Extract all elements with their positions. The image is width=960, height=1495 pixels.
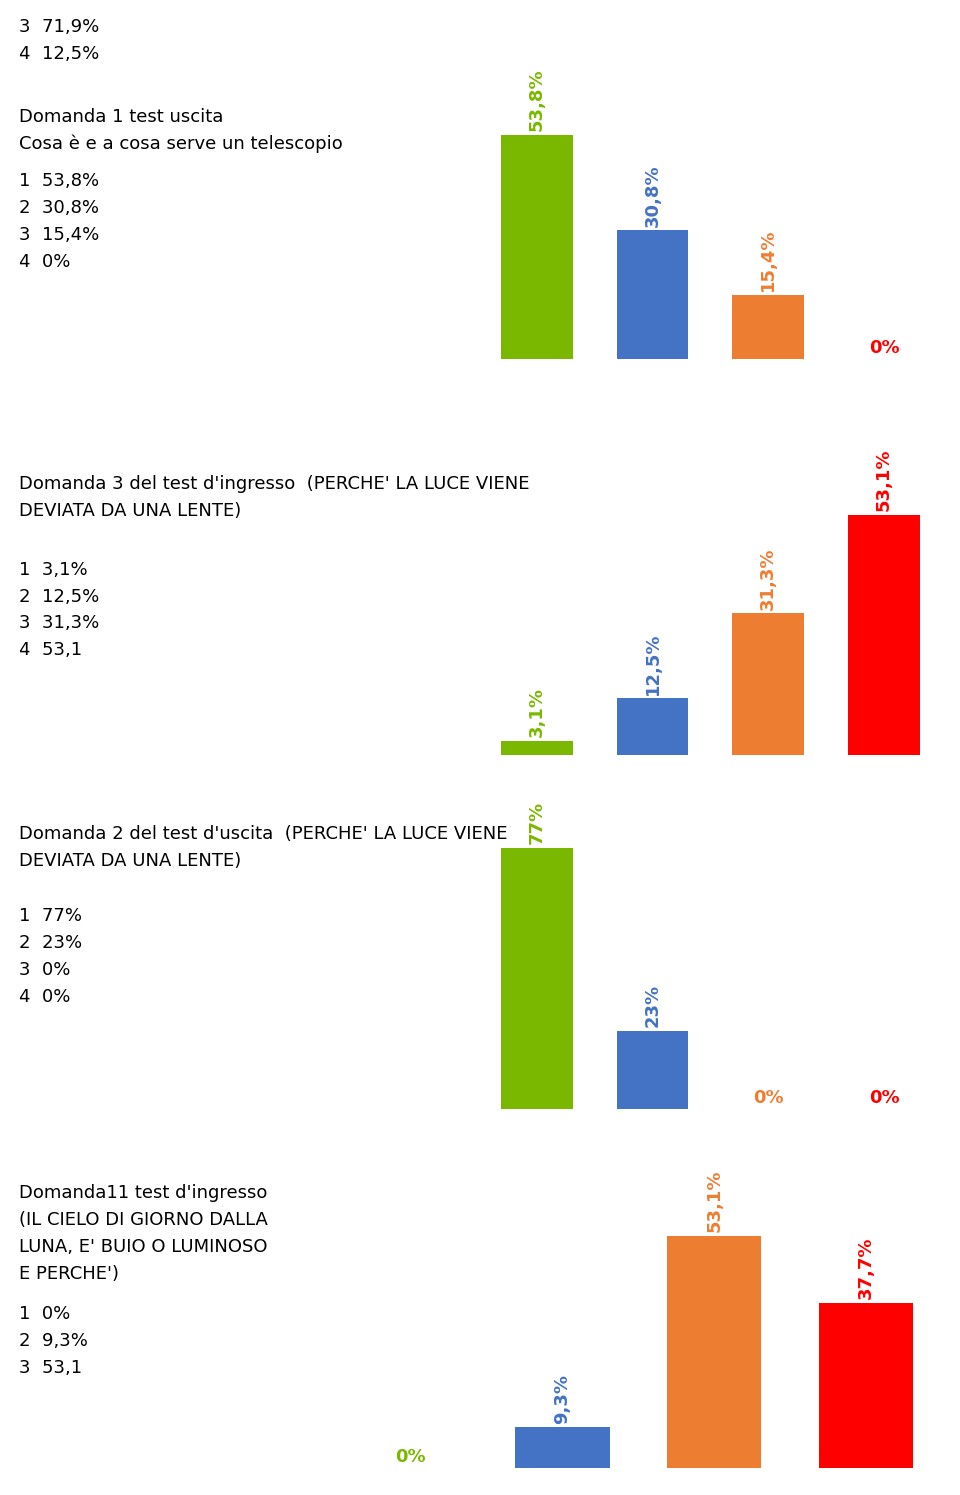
Text: 53,8%: 53,8% [528, 69, 546, 132]
Text: 3  53,1: 3 53,1 [19, 1359, 83, 1377]
Text: 1  77%: 1 77% [19, 907, 83, 925]
Bar [819, 1304, 913, 1468]
Text: 15,4%: 15,4% [759, 229, 778, 292]
Text: E PERCHE'): E PERCHE') [19, 1265, 119, 1283]
Text: 1  0%: 1 0% [19, 1305, 70, 1323]
Text: Cosa è e a cosa serve un telescopio: Cosa è e a cosa serve un telescopio [19, 135, 343, 152]
Text: Domanda 1 test uscita: Domanda 1 test uscita [19, 108, 224, 126]
Text: Domanda 2 del test d'uscita  (PERCHE' LA LUCE VIENE: Domanda 2 del test d'uscita (PERCHE' LA … [19, 825, 508, 843]
Text: DEVIATA DA UNA LENTE): DEVIATA DA UNA LENTE) [19, 502, 242, 520]
Text: 53,1%: 53,1% [875, 448, 893, 511]
Text: 9,3%: 9,3% [554, 1374, 571, 1423]
Text: 1  3,1%: 1 3,1% [19, 561, 87, 579]
Text: 30,8%: 30,8% [643, 164, 661, 227]
Text: 3  15,4%: 3 15,4% [19, 226, 100, 244]
Text: (IL CIELO DI GIORNO DALLA: (IL CIELO DI GIORNO DALLA [19, 1211, 268, 1229]
Text: 3  31,3%: 3 31,3% [19, 614, 100, 632]
Text: 4  0%: 4 0% [19, 988, 71, 1006]
Bar [616, 1032, 688, 1109]
Text: 53,1%: 53,1% [706, 1169, 723, 1232]
Text: 12,5%: 12,5% [643, 632, 661, 695]
Text: 0%: 0% [869, 1088, 900, 1106]
Text: Domanda 3 del test d'ingresso  (PERCHE' LA LUCE VIENE: Domanda 3 del test d'ingresso (PERCHE' L… [19, 475, 530, 493]
Bar [732, 613, 804, 755]
Text: Domanda11 test d'ingresso: Domanda11 test d'ingresso [19, 1184, 268, 1202]
Text: LUNA, E' BUIO O LUMINOSO: LUNA, E' BUIO O LUMINOSO [19, 1238, 268, 1256]
Text: 0%: 0% [396, 1447, 426, 1465]
Text: 2  9,3%: 2 9,3% [19, 1332, 88, 1350]
Text: 3  0%: 3 0% [19, 961, 71, 979]
Text: 2  30,8%: 2 30,8% [19, 199, 99, 217]
Text: 4  12,5%: 4 12,5% [19, 45, 100, 63]
Text: 77%: 77% [528, 801, 546, 843]
Text: 23%: 23% [643, 984, 661, 1027]
Text: 2  12,5%: 2 12,5% [19, 588, 100, 605]
Text: 2  23%: 2 23% [19, 934, 83, 952]
Text: 3  71,9%: 3 71,9% [19, 18, 100, 36]
Text: 1  53,8%: 1 53,8% [19, 172, 99, 190]
Text: 4  53,1: 4 53,1 [19, 641, 83, 659]
Text: 0%: 0% [869, 338, 900, 356]
Bar [501, 135, 573, 359]
Bar [848, 514, 920, 755]
Bar [501, 848, 573, 1109]
Bar [516, 1428, 610, 1468]
Bar [667, 1235, 761, 1468]
Text: 3,1%: 3,1% [528, 688, 546, 737]
Text: 31,3%: 31,3% [759, 547, 778, 610]
Bar [732, 295, 804, 359]
Bar [501, 742, 573, 755]
Text: 37,7%: 37,7% [857, 1236, 876, 1299]
Text: 0%: 0% [753, 1088, 783, 1106]
Text: 4  0%: 4 0% [19, 253, 71, 271]
Text: DEVIATA DA UNA LENTE): DEVIATA DA UNA LENTE) [19, 852, 242, 870]
Bar [616, 230, 688, 359]
Bar [616, 698, 688, 755]
